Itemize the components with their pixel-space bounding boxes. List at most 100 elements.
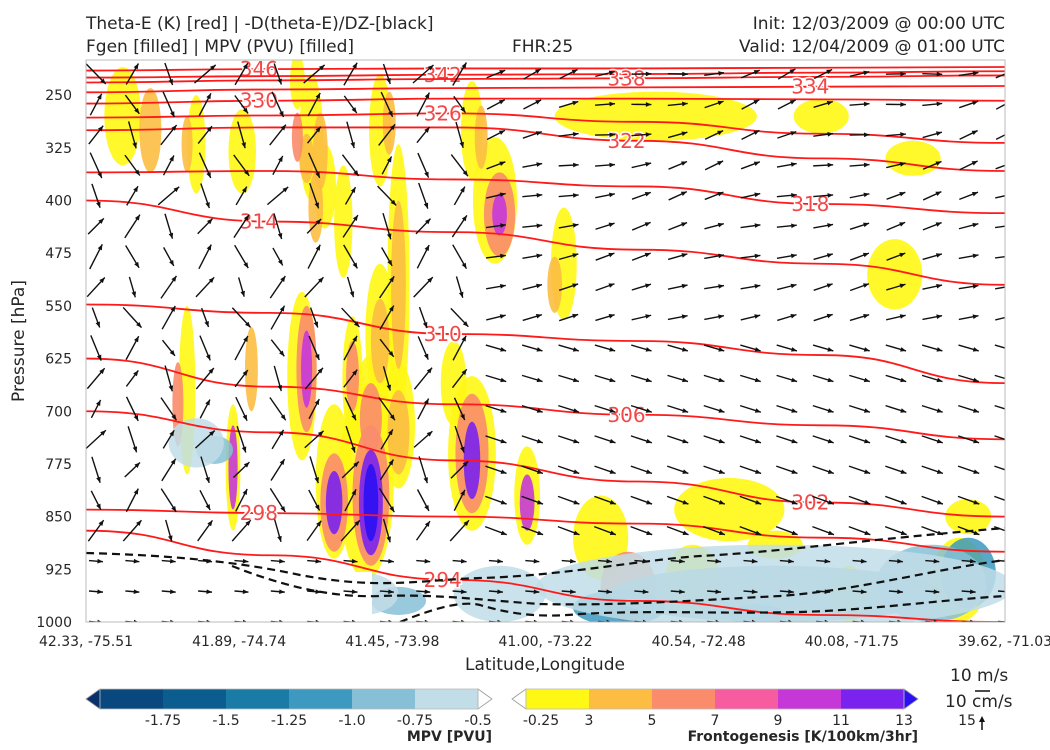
wind-vector-head: [240, 290, 245, 297]
wind-vector-head: [426, 367, 433, 374]
wind-vector-head: [279, 558, 285, 564]
wind-vector-head: [972, 253, 979, 259]
wind-vector-head: [899, 314, 906, 319]
wind-vector-head: [168, 79, 173, 86]
wind-vector-head: [499, 70, 506, 75]
wind-vector-head: [642, 589, 649, 595]
wind-vector-head: [207, 520, 213, 527]
wind-vector-head: [646, 499, 653, 505]
fill-contour-blob: [244, 326, 258, 412]
wind-vector-head: [827, 223, 834, 228]
wind-vector-head: [313, 321, 319, 328]
fill-contour-blob: [370, 298, 390, 384]
wind-vector-head: [897, 589, 903, 595]
theta-e-contour-label: 342: [424, 63, 462, 87]
theta-e-contour-label: 322: [607, 129, 645, 153]
y-tick-label: 400: [45, 194, 72, 210]
wind-vector-head: [863, 314, 870, 319]
wind-vector-head: [316, 520, 322, 527]
wind-vector-head: [95, 321, 100, 328]
wind-vector-head: [751, 619, 757, 622]
wind-vector-head: [317, 367, 323, 374]
wind-vector-head: [352, 62, 358, 69]
wind-vector-head: [499, 192, 506, 198]
wind-vector-head: [679, 619, 684, 622]
wind-vector-head: [97, 558, 103, 564]
wind-vector-head: [314, 354, 320, 361]
wind-vector-shaft: [994, 374, 1005, 380]
wind-vector-head: [242, 107, 249, 114]
wind-vector-head: [167, 535, 173, 542]
terrain-gap: [86, 571, 229, 622]
wind-vector-head: [863, 377, 870, 383]
x-tick-label: 41.45, -73.98: [345, 634, 439, 650]
wind-vector-head: [209, 64, 216, 71]
wind-vector-head: [791, 377, 798, 383]
wind-vector-head: [353, 170, 359, 176]
wind-vector-head: [935, 131, 942, 136]
wind-vector-head: [572, 283, 579, 288]
wind-vector-head: [245, 321, 251, 328]
wind-vector-head: [644, 252, 651, 258]
wind-vector-head: [933, 589, 940, 595]
wind-vector-head: [353, 321, 360, 328]
wind-vector-head: [463, 520, 469, 526]
colorbar-tick-label: -1.25: [271, 713, 307, 729]
wind-vector-head: [572, 377, 579, 383]
fill-contour-blob: [391, 200, 406, 370]
wind-vector-head: [314, 504, 320, 511]
wind-vector-head: [680, 161, 687, 166]
y-tick-label: 625: [45, 352, 72, 368]
wind-vector-head: [899, 162, 906, 167]
wind-vector-head: [569, 558, 576, 564]
wind-vector-head: [824, 589, 831, 595]
wind-vector-head: [933, 619, 939, 622]
wind-vector-head: [972, 71, 979, 76]
theta-e-contour-line: [86, 112, 1005, 144]
wind-vectors: [86, 62, 1015, 622]
wind-vector-head: [972, 284, 979, 289]
wind-vector-head: [715, 589, 722, 595]
wind-vector-head: [1009, 347, 1015, 351]
wind-vector-head: [899, 222, 906, 227]
wind-vector-head: [205, 504, 211, 511]
wind-vector-head: [864, 438, 871, 444]
wind-vector-head: [751, 558, 758, 564]
wind-vector-head: [682, 499, 689, 505]
colorbar-tick-label: -1.75: [145, 713, 181, 729]
wind-vector-head: [900, 71, 906, 77]
wind-vector-head: [536, 438, 543, 444]
wind-vector-head: [388, 459, 394, 466]
wind-vector-head: [573, 438, 580, 444]
wind-vector-head: [244, 169, 250, 176]
wind-vector-head: [645, 377, 652, 383]
init-time: Init: 12/03/2009 @ 00:00 UTC: [752, 14, 1005, 34]
colorbar-segment: [715, 689, 778, 709]
wind-vector-head: [827, 438, 834, 444]
wind-vector-head: [280, 124, 286, 131]
wind-vector-head: [170, 589, 176, 595]
wind-vector-head: [389, 124, 396, 131]
wind-vector-head: [900, 347, 907, 352]
wind-vector-head: [352, 262, 358, 269]
wind-vector-head: [98, 218, 104, 224]
wind-vector-head: [462, 321, 469, 327]
wind-vector-head: [646, 530, 653, 535]
fgen-colorbar: 3 5 7 9 11 13 15: [511, 688, 976, 729]
colorbar-extend-high: [903, 688, 919, 710]
fill-contour-blob: [363, 463, 379, 542]
wind-vector-head: [933, 558, 940, 564]
wind-vector-head: [278, 155, 283, 162]
wind-vector-head: [134, 261, 140, 268]
wind-vector-head: [645, 162, 652, 167]
wind-vector-shaft: [995, 73, 1005, 79]
wind-vector-head: [754, 347, 761, 352]
wind-vector-head: [936, 347, 943, 352]
wind-vector-head: [500, 253, 506, 259]
mpv-colorbar-label: MPV [PVU]: [407, 729, 492, 745]
wind-vector-head: [460, 589, 467, 595]
wind-vector-head: [388, 589, 394, 595]
wind-vector-head: [645, 408, 652, 413]
wind-vector-head: [644, 192, 651, 197]
wind-vector-head: [426, 431, 433, 437]
